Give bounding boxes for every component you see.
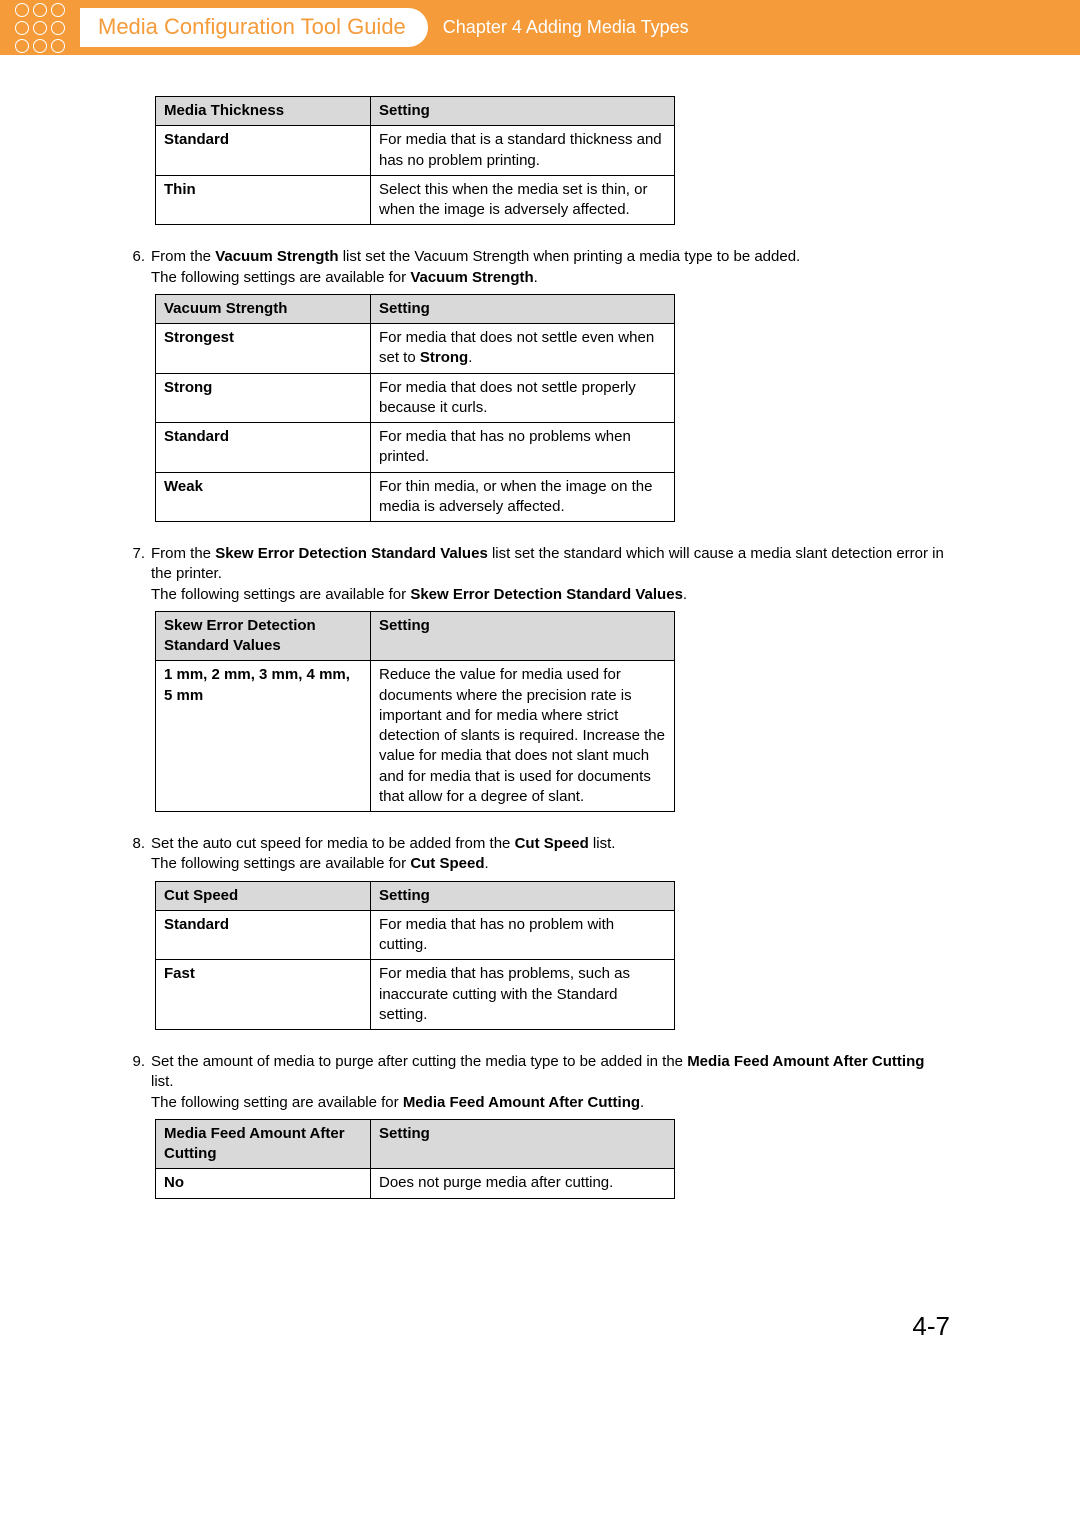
text-bold: Media Feed Amount After Cutting [403,1094,640,1111]
table-cell: For media that does not settle properly … [371,373,675,423]
step-text: Set the auto cut speed for media to be a… [151,834,950,875]
table-header: Vacuum Strength [156,294,371,323]
text: . [683,586,687,603]
table-cell: For media that has no problem with cutti… [371,910,675,960]
text-bold: Cut Speed [515,835,589,852]
text-bold: Strong [420,349,468,366]
table-cell: Select this when the media set is thin, … [371,175,675,225]
table-cell: For media that has problems, such as ina… [371,960,675,1030]
table-cell: No [156,1169,371,1198]
vacuum-strength-table: Vacuum Strength Setting Strongest For me… [155,294,675,522]
page-number: 4-7 [125,1309,950,1344]
table-cell: Thin [156,175,371,225]
skew-error-table: Skew Error Detection Standard Values Set… [155,611,675,812]
guide-title: Media Configuration Tool Guide [80,8,428,48]
text: . [468,349,472,366]
text-bold: Skew Error Detection Standard Values [410,586,683,603]
chapter-label: Chapter 4 Adding Media Types [443,15,689,39]
table-header: Setting [371,611,675,661]
table-cell: Weak [156,472,371,522]
table-cell: For media that is a standard thickness a… [371,126,675,176]
table-header: Setting [371,294,675,323]
text: From the [151,545,215,562]
decoration-dots [15,3,65,53]
text-bold: Cut Speed [410,855,484,872]
table-cell: Standard [156,126,371,176]
table-header: Setting [371,1119,675,1169]
step-7: 7. From the Skew Error Detection Standar… [125,544,950,605]
step-number: 7. [125,544,151,605]
step-number: 6. [125,247,151,288]
step-text: From the Vacuum Strength list set the Va… [151,247,950,288]
table-cell: Fast [156,960,371,1030]
text-bold: Vacuum Strength [215,248,338,265]
step-number: 8. [125,834,151,875]
step-number: 9. [125,1052,151,1113]
table-header: Skew Error Detection Standard Values [156,611,371,661]
table-cell: Does not purge media after cutting. [371,1169,675,1198]
text-bold: Skew Error Detection Standard Values [215,545,488,562]
text: . [485,855,489,872]
table-cell: For media that has no problems when prin… [371,423,675,473]
table-header: Setting [371,881,675,910]
doc-header: Media Configuration Tool Guide Chapter 4… [0,0,1080,55]
text-bold: Media Feed Amount After Cutting [687,1053,924,1070]
step-text: Set the amount of media to purge after c… [151,1052,950,1113]
text: list. [589,835,616,852]
text: Set the amount of media to purge after c… [151,1053,687,1070]
text: The following setting are available for [151,1094,403,1111]
text: The following settings are available for [151,586,410,603]
table-cell: For media that does not settle even when… [371,324,675,374]
text: The following settings are available for [151,269,410,286]
step-6: 6. From the Vacuum Strength list set the… [125,247,950,288]
step-8: 8. Set the auto cut speed for media to b… [125,834,950,875]
table-cell: Strong [156,373,371,423]
text: The following settings are available for [151,855,410,872]
text: list. [151,1073,174,1090]
text: Set the auto cut speed for media to be a… [151,835,515,852]
text-bold: Vacuum Strength [410,269,533,286]
table-cell: Standard [156,910,371,960]
table-cell: Strongest [156,324,371,374]
table-cell: Standard [156,423,371,473]
table-header: Setting [371,97,675,126]
step-text: From the Skew Error Detection Standard V… [151,544,950,605]
text: . [640,1094,644,1111]
table-cell: 1 mm, 2 mm, 3 mm, 4 mm, 5 mm [156,661,371,812]
text: list set the Vacuum Strength when printi… [339,248,801,265]
cut-speed-table: Cut Speed Setting Standard For media tha… [155,881,675,1031]
table-header: Media Feed Amount After Cutting [156,1119,371,1169]
table-cell: For thin media, or when the image on the… [371,472,675,522]
page-content: Media Thickness Setting Standard For med… [0,55,1080,1384]
table-header: Cut Speed [156,881,371,910]
media-thickness-table: Media Thickness Setting Standard For med… [155,96,675,225]
table-cell: Reduce the value for media used for docu… [371,661,675,812]
media-feed-table: Media Feed Amount After Cutting Setting … [155,1119,675,1199]
table-header: Media Thickness [156,97,371,126]
text: . [534,269,538,286]
step-9: 9. Set the amount of media to purge afte… [125,1052,950,1113]
text: From the [151,248,215,265]
